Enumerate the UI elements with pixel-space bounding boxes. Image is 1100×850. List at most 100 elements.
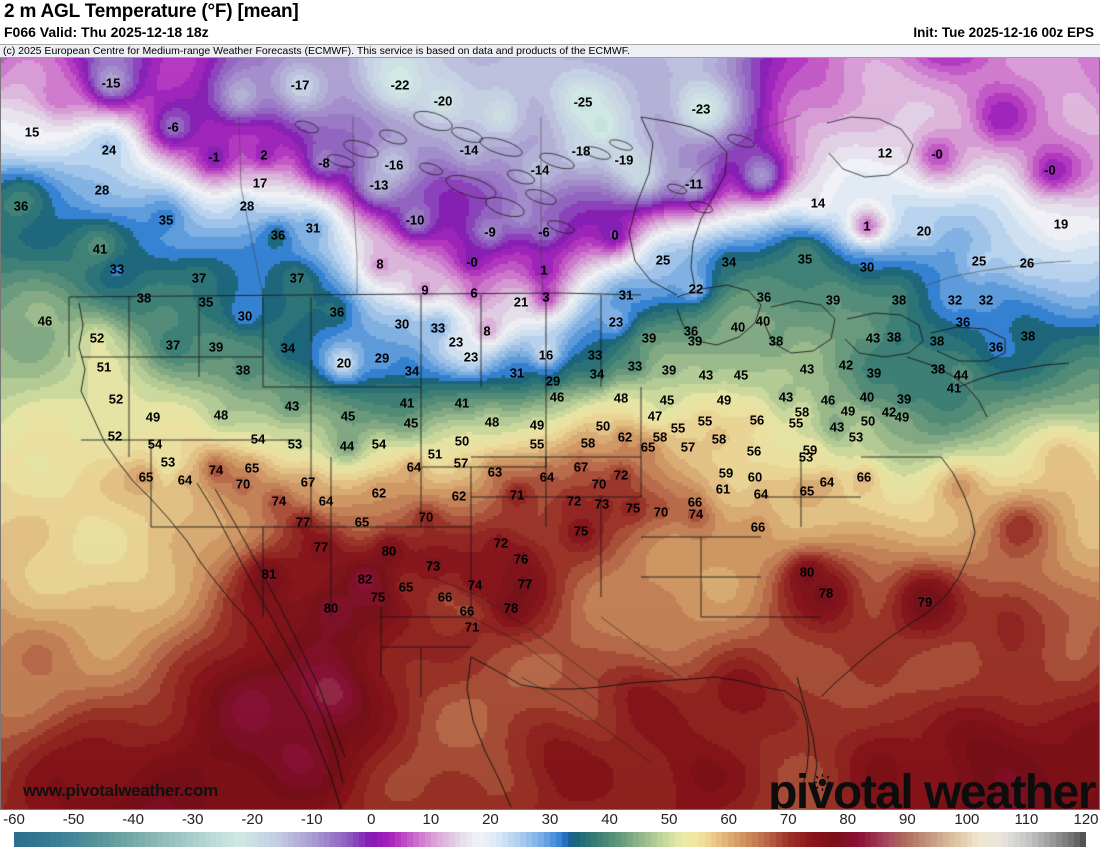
temperature-value-label: 49 — [529, 417, 545, 433]
temperature-value-label: 53 — [798, 449, 814, 465]
colorbar-segment — [293, 832, 300, 847]
colorbar-segment — [97, 832, 104, 847]
colorbar-segment — [91, 832, 98, 847]
colorbar-segment — [311, 832, 318, 847]
temperature-value-label: 75 — [370, 589, 386, 605]
temperature-value-label: 61 — [715, 481, 731, 497]
colorbar-segment — [930, 832, 937, 847]
temperature-value-label: 25 — [971, 253, 987, 269]
temperature-value-label: 21 — [513, 294, 529, 310]
colorbar-tick-label: 20 — [482, 811, 499, 828]
colorbar-segment — [662, 832, 669, 847]
colorbar-segment — [186, 832, 193, 847]
colorbar-segment — [776, 832, 782, 847]
colorbar-segment — [442, 832, 449, 847]
temperature-value-label: 53 — [160, 454, 176, 470]
temperature-value-label: -23 — [691, 101, 711, 117]
colorbar-segment — [198, 832, 205, 847]
colorbar-segment — [823, 832, 830, 847]
colorbar-tick-label: 60 — [720, 811, 737, 828]
temperature-value-label: 30 — [237, 308, 253, 324]
colorbar-segment — [996, 832, 1003, 847]
colorbar-segment — [817, 832, 824, 847]
temperature-value-label: -14 — [459, 142, 479, 158]
colorbar-segment — [246, 832, 253, 847]
temperature-field-canvas — [1, 57, 1099, 809]
colorbar-segment — [162, 832, 169, 847]
colorbar-segment — [901, 832, 907, 847]
colorbar-segment — [365, 832, 372, 847]
temperature-value-label: 65 — [354, 514, 370, 530]
colorbar-segment — [668, 832, 675, 847]
colorbar-segment — [704, 832, 711, 847]
temperature-value-label: 16 — [538, 347, 554, 363]
temperature-value-label: 46 — [37, 313, 53, 329]
temperature-value-label: 29 — [374, 350, 390, 366]
temperature-value-label: 66 — [437, 589, 453, 605]
colorbar-segment — [37, 832, 44, 847]
colorbar-tick-label: -50 — [62, 811, 85, 828]
temperature-value-label: 26 — [1019, 255, 1035, 271]
colorbar-segment — [228, 832, 235, 847]
colorbar-segment — [389, 832, 395, 847]
colorbar-segment — [567, 832, 574, 847]
temperature-value-label: 50 — [595, 418, 611, 434]
colorbar-segment — [448, 832, 455, 847]
temperature-value-label: 74 — [467, 577, 483, 593]
temperature-value-label: 44 — [339, 438, 355, 454]
temperature-value-label: 55 — [670, 420, 686, 436]
temperature-value-label: -17 — [290, 77, 310, 93]
temperature-value-label: 76 — [513, 551, 529, 567]
temperature-value-label: 78 — [503, 600, 519, 616]
colorbar-segment — [496, 832, 503, 847]
temperature-value-label: 51 — [427, 446, 443, 462]
colorbar-segment — [698, 832, 705, 847]
colorbar-segment — [984, 832, 991, 847]
colorbar-segment — [912, 832, 919, 847]
colorbar-segment — [424, 832, 431, 847]
colorbar-segment — [150, 832, 157, 847]
colorbar-segment — [1073, 832, 1080, 847]
colorbar-segment — [67, 832, 74, 847]
temperature-value-label: 49 — [894, 409, 910, 425]
temperature-value-label: 81 — [261, 566, 277, 582]
temperature-value-label: 20 — [336, 355, 352, 371]
temperature-value-label: 62 — [617, 429, 633, 445]
temperature-value-label: -14 — [530, 162, 550, 178]
temperature-value-label: 28 — [239, 198, 255, 214]
colorbar-segment — [1002, 832, 1009, 847]
colorbar-segment — [805, 832, 812, 847]
temperature-value-label: 79 — [917, 594, 933, 610]
colorbar-tick-label: 0 — [367, 811, 376, 828]
temperature-value-label: -9 — [484, 224, 496, 240]
weather-map[interactable]: 15 -15 -17 -22 -20 -25 -23 12 -6 24 -1 2 -8 -16 -14 -14… — [0, 57, 1100, 810]
valid-time-label: F066 Valid: Thu 2025-12-18 18z — [4, 24, 209, 40]
colorbar-tick-label: 110 — [1014, 811, 1039, 828]
temperature-value-label: 77 — [313, 539, 329, 555]
colorbar-segment — [954, 832, 961, 847]
temperature-value-label: 66 — [459, 603, 475, 619]
colorbar-segment — [484, 832, 491, 847]
temperature-value-label: -18 — [571, 143, 591, 159]
temperature-value-label: 35 — [158, 212, 174, 228]
temperature-value-label: 22 — [688, 281, 704, 297]
temperature-value-label: 60 — [747, 469, 763, 485]
temperature-value-label: -16 — [384, 157, 404, 173]
temperature-label-layer: 15 -15 -17 -22 -20 -25 -23 12 -6 24 -1 2 -8 -16 -14 -14… — [1, 57, 1099, 809]
temperature-value-label: 52 — [89, 330, 105, 346]
colorbar-segment — [371, 832, 378, 847]
colorbar-segment — [537, 832, 544, 847]
colorbar-segment — [210, 832, 217, 847]
temperature-value-label: 72 — [493, 535, 509, 551]
temperature-value-label: 9 — [421, 282, 429, 298]
temperature-value-label: 29 — [545, 373, 561, 389]
temperature-value-label: 64 — [753, 486, 769, 502]
temperature-value-label: 39 — [641, 330, 657, 346]
temperature-value-label: 1 — [540, 262, 548, 278]
colorbar-segment — [377, 832, 384, 847]
colorbar-segment — [799, 832, 806, 847]
temperature-value-label: 80 — [381, 543, 397, 559]
temperature-value-label: 31 — [509, 365, 525, 381]
temperature-value-label: 54 — [147, 436, 163, 452]
temperature-value-label: 64 — [177, 472, 193, 488]
